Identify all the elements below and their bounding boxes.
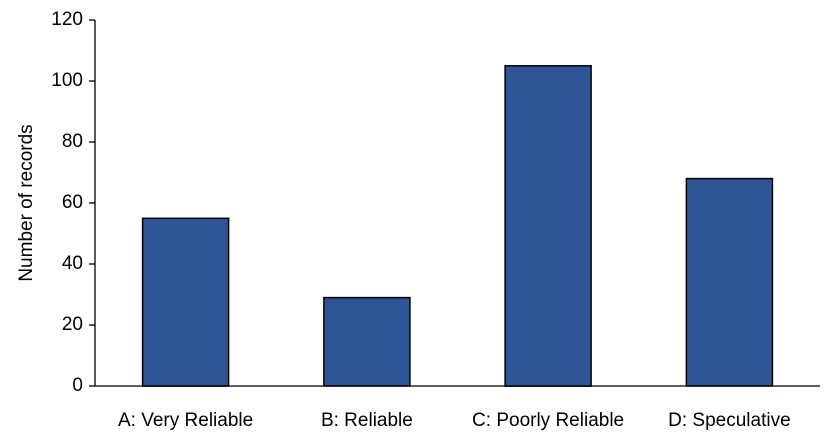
y-tick-labels: 0 20 40 60 80 100 120 — [51, 9, 83, 396]
bar-4 — [685, 177, 774, 387]
y-tick-label: 60 — [62, 192, 83, 213]
bar-2 — [323, 296, 411, 387]
x-category-label: C: Poorly Reliable — [472, 410, 624, 431]
y-tick-label: 0 — [72, 375, 83, 396]
x-category-label: A: Very Reliable — [118, 410, 253, 431]
bar-1 — [141, 217, 230, 387]
y-tick-label: 20 — [62, 314, 83, 335]
bar-3 — [504, 65, 592, 387]
x-category-labels: A: Very Reliable B: Reliable C: Poorly Rel… — [118, 410, 791, 431]
x-category-label: B: Reliable — [321, 410, 413, 431]
y-tick-label: 80 — [62, 131, 83, 152]
y-tick-label: 100 — [51, 70, 83, 91]
axes-group — [89, 19, 820, 387]
bars-group — [141, 65, 774, 387]
y-axis-title: Number of records — [16, 124, 37, 281]
y-tick-label: 40 — [62, 253, 83, 274]
y-tick-label: 120 — [51, 9, 83, 30]
x-category-label: D: Speculative — [668, 410, 791, 431]
